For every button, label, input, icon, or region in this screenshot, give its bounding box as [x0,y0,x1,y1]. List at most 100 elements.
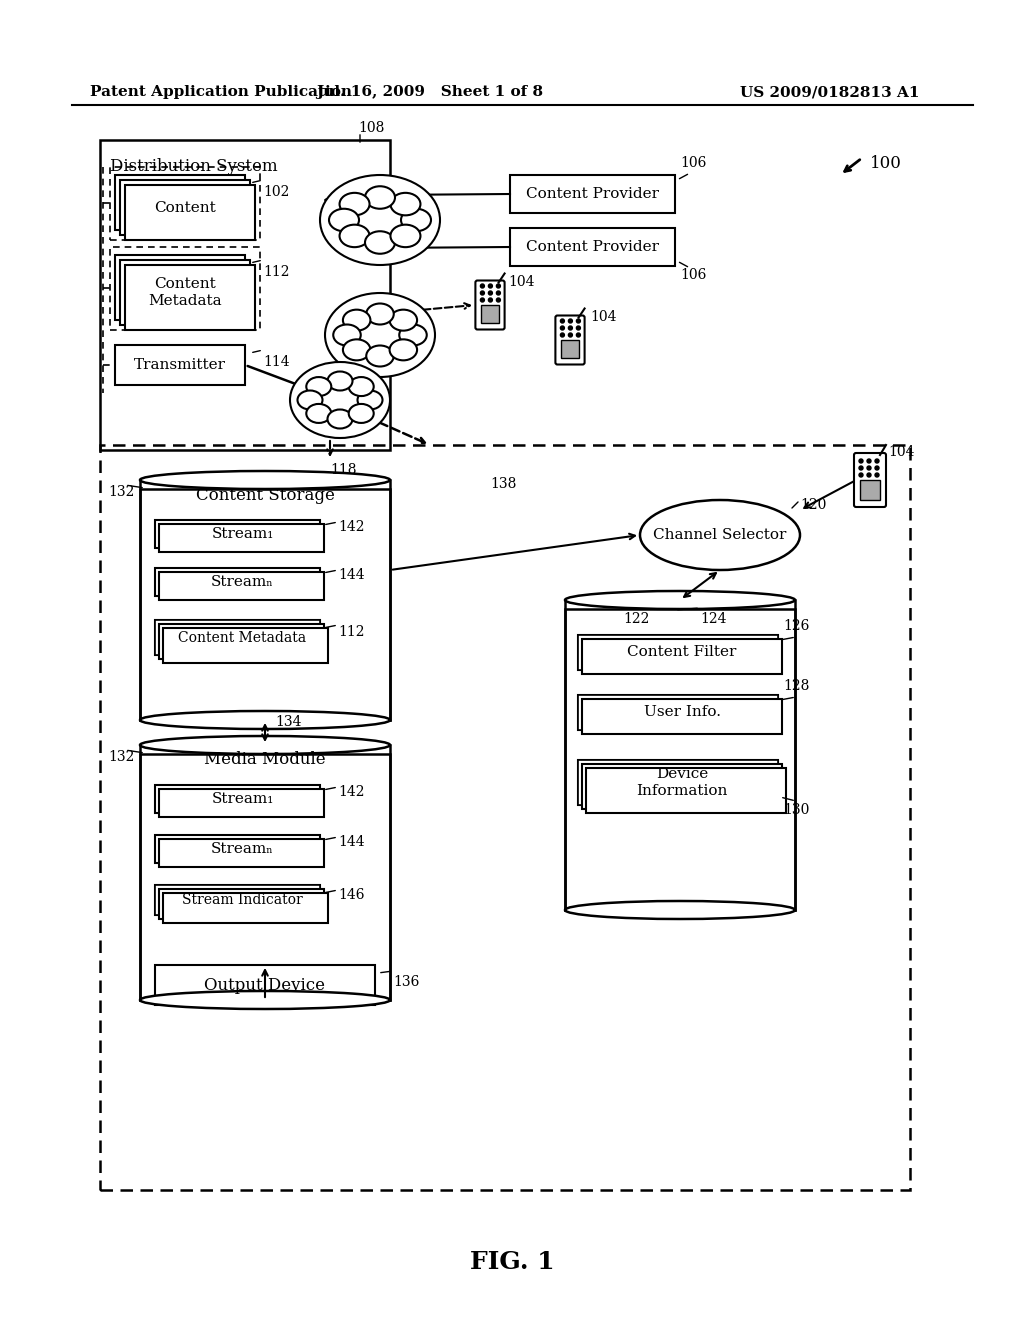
Text: 142: 142 [338,785,365,799]
Ellipse shape [290,362,390,438]
Ellipse shape [140,737,390,754]
Ellipse shape [399,325,427,346]
Ellipse shape [340,193,370,215]
Circle shape [577,333,581,337]
Ellipse shape [343,339,371,360]
Circle shape [560,326,564,330]
Text: Content Filter: Content Filter [628,645,736,660]
Text: 104: 104 [590,310,616,323]
Text: 136: 136 [393,975,420,989]
Text: 126: 126 [783,619,809,634]
Ellipse shape [565,591,795,609]
FancyBboxPatch shape [115,176,245,230]
FancyBboxPatch shape [565,609,795,909]
FancyBboxPatch shape [159,789,324,817]
Text: 134: 134 [275,715,301,729]
Text: 100: 100 [870,154,902,172]
FancyBboxPatch shape [481,305,499,322]
Ellipse shape [343,310,371,330]
Text: Distribution System: Distribution System [110,158,278,176]
Circle shape [859,466,863,470]
FancyBboxPatch shape [155,620,319,655]
Text: FIG. 1: FIG. 1 [470,1250,554,1274]
Text: 102: 102 [263,185,290,199]
Text: Stream Indicator: Stream Indicator [182,894,303,907]
FancyBboxPatch shape [155,785,319,813]
Text: 124: 124 [700,612,726,626]
Circle shape [874,473,879,477]
Circle shape [497,298,501,302]
Ellipse shape [333,325,360,346]
FancyBboxPatch shape [155,836,319,863]
Circle shape [867,466,871,470]
Ellipse shape [329,209,359,231]
Text: 118: 118 [330,463,356,477]
Text: Channel Selector: Channel Selector [653,528,786,543]
Circle shape [497,290,501,294]
Text: US 2009/0182813 A1: US 2009/0182813 A1 [740,84,920,99]
FancyBboxPatch shape [120,180,250,235]
Ellipse shape [401,209,431,231]
Circle shape [874,459,879,463]
Text: Content Storage: Content Storage [196,487,335,503]
Text: 120: 120 [800,498,826,512]
Circle shape [480,298,484,302]
Text: Jul. 16, 2009   Sheet 1 of 8: Jul. 16, 2009 Sheet 1 of 8 [316,84,544,99]
Ellipse shape [365,186,395,209]
FancyBboxPatch shape [115,345,245,385]
Text: User Info.: User Info. [643,705,721,719]
Ellipse shape [367,346,394,367]
FancyBboxPatch shape [140,488,390,719]
FancyBboxPatch shape [159,888,324,919]
FancyBboxPatch shape [159,840,324,867]
FancyBboxPatch shape [115,255,245,319]
Ellipse shape [389,310,417,330]
Circle shape [480,284,484,288]
Ellipse shape [390,193,421,215]
Text: Patent Application Publication: Patent Application Publication [90,84,352,99]
FancyBboxPatch shape [155,884,319,915]
Ellipse shape [298,391,323,409]
Ellipse shape [140,991,390,1008]
Text: 108: 108 [358,121,385,135]
FancyBboxPatch shape [555,315,585,364]
FancyBboxPatch shape [578,760,778,805]
Text: 118: 118 [289,393,315,407]
Circle shape [488,298,493,302]
Text: Transmitter: Transmitter [134,358,226,372]
Circle shape [560,333,564,337]
Circle shape [480,290,484,294]
Text: Device
Information: Device Information [636,767,728,797]
FancyBboxPatch shape [578,696,778,730]
Circle shape [577,326,581,330]
Ellipse shape [367,304,394,325]
Circle shape [874,466,879,470]
Text: 112: 112 [338,624,365,639]
Ellipse shape [640,500,800,570]
Circle shape [867,459,871,463]
FancyBboxPatch shape [140,754,390,1001]
Circle shape [560,319,564,323]
Text: Stream₁: Stream₁ [211,527,273,541]
Ellipse shape [389,339,417,360]
Ellipse shape [306,378,332,396]
Text: 106: 106 [680,156,707,170]
Circle shape [859,459,863,463]
Text: 112: 112 [263,265,290,279]
FancyBboxPatch shape [586,768,786,813]
FancyBboxPatch shape [159,524,324,552]
Text: 114: 114 [263,355,290,370]
FancyBboxPatch shape [854,453,886,507]
Text: 144: 144 [338,568,365,582]
FancyBboxPatch shape [163,894,328,923]
FancyBboxPatch shape [120,260,250,325]
FancyBboxPatch shape [155,568,319,597]
FancyBboxPatch shape [155,620,319,655]
Text: 132: 132 [108,484,134,499]
FancyBboxPatch shape [475,281,505,330]
Ellipse shape [349,378,374,396]
Ellipse shape [565,902,795,919]
Text: Content Provider: Content Provider [526,187,659,201]
Text: Streamₙ: Streamₙ [211,842,273,855]
Text: Output Device: Output Device [205,977,326,994]
